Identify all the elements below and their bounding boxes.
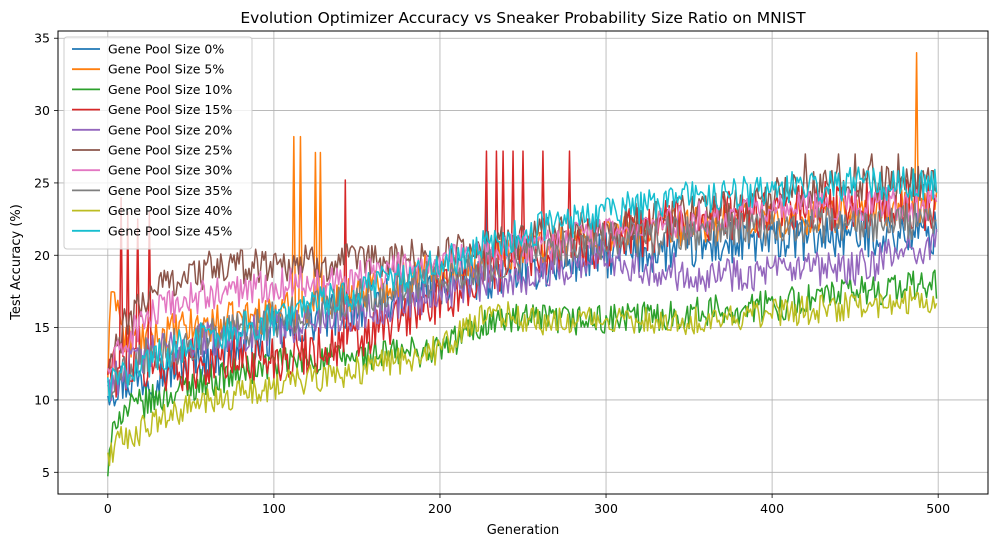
x-tick-label: 400 (760, 501, 784, 516)
y-axis-ticks: 5 10 15 20 25 30 35 (34, 31, 58, 480)
legend-label: Gene Pool Size 15% (108, 102, 232, 117)
y-axis-label: Test Accuracy (%) (9, 204, 24, 321)
series-line-20-percent (107, 229, 938, 402)
legend-label: Gene Pool Size 10% (108, 82, 232, 97)
legend-label: Gene Pool Size 30% (108, 163, 232, 178)
legend: Gene Pool Size 0% Gene Pool Size 5% Gene P… (63, 36, 253, 250)
legend-label: Gene Pool Size 25% (108, 143, 232, 158)
y-tick-label: 30 (34, 103, 50, 118)
series-line-45-percent (107, 166, 938, 402)
y-tick-label: 35 (34, 31, 50, 46)
x-tick-label: 300 (594, 501, 618, 516)
y-tick-label: 5 (42, 465, 50, 480)
chart-title: Evolution Optimizer Accuracy vs Sneaker … (240, 9, 806, 27)
series-lines (107, 51, 938, 477)
legend-label: Gene Pool Size 45% (108, 223, 232, 238)
series-line-15-percent (107, 150, 937, 398)
x-tick-label: 200 (428, 501, 452, 516)
legend-label: Gene Pool Size 40% (108, 203, 232, 218)
legend-box (63, 36, 253, 250)
x-tick-label: 0 (104, 501, 112, 516)
series-line-30-percent (107, 186, 938, 374)
legend-label: Gene Pool Size 20% (108, 122, 232, 137)
y-tick-label: 15 (34, 320, 50, 335)
y-tick-label: 10 (34, 392, 50, 407)
x-tick-label: 100 (262, 501, 286, 516)
x-axis-ticks: 0 100 200 300 400 500 (104, 494, 950, 516)
legend-label: Gene Pool Size 0% (108, 42, 224, 57)
legend-label: Gene Pool Size 5% (108, 62, 224, 77)
y-tick-label: 25 (34, 175, 50, 190)
series-line-40-percent (107, 285, 938, 467)
x-tick-label: 500 (926, 501, 950, 516)
y-tick-label: 20 (34, 248, 50, 263)
x-axis-label: Generation (487, 523, 560, 538)
legend-label: Gene Pool Size 35% (108, 183, 232, 198)
series-line-35-percent (107, 202, 937, 398)
series-line-0-percent (107, 196, 938, 407)
plot-frame (57, 30, 989, 495)
series-line-10-percent (107, 269, 938, 477)
